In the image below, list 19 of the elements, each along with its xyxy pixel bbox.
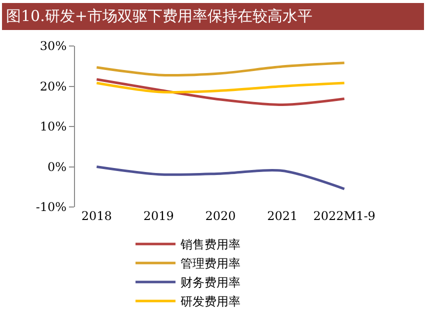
x-tick-label: 2019 [143, 209, 174, 223]
x-tick-label: 2020 [205, 209, 236, 223]
legend-label: 财务费用率 [180, 276, 240, 290]
x-tick-label: 2021 [267, 209, 298, 223]
line-series [95, 166, 346, 190]
y-tick-label: 30% [40, 39, 67, 54]
y-tick-label: 20% [40, 79, 67, 94]
legend-label: 研发费用率 [180, 294, 240, 309]
x-tick-label: 2018 [81, 209, 112, 223]
legend-label: 管理费用率 [180, 256, 240, 271]
y-tick-label: -10% [36, 200, 67, 214]
line-series [95, 78, 346, 106]
chart-title: 图10.研发+市场双驱下费用率保持在较高水平 [2, 3, 424, 30]
line-series [95, 82, 346, 94]
x-tick-label: 2022M1-9 [313, 209, 376, 223]
line-series [95, 62, 346, 76]
y-tick-label: 0% [48, 160, 67, 174]
legend-label: 销售费用率 [180, 238, 240, 252]
y-tick-label: 10% [40, 120, 67, 134]
